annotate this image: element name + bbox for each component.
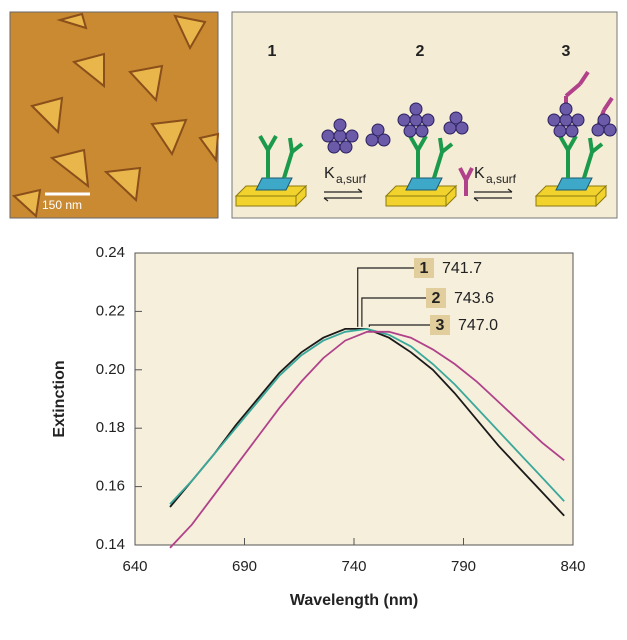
step-label: 1 <box>268 43 277 60</box>
scale-bar-label: 150 nm <box>42 198 82 212</box>
peak-value: 747.0 <box>458 317 498 334</box>
peak-badge <box>426 288 446 308</box>
peak-leader <box>361 297 426 327</box>
x-tick-label: 740 <box>341 558 366 575</box>
step-label: 2 <box>416 43 425 60</box>
x-axis-title: Wavelength (nm) <box>290 592 418 609</box>
peak-number: 1 <box>420 260 429 277</box>
x-tick-label: 640 <box>122 558 147 575</box>
peak-leader <box>357 267 414 327</box>
y-tick-label: 0.18 <box>96 419 125 436</box>
rate-symbol: K <box>324 165 335 182</box>
antibodies <box>258 135 604 179</box>
step-label: 3 <box>562 43 571 60</box>
x-tick-label: 790 <box>451 558 476 575</box>
peak-badge <box>414 258 434 278</box>
afm-image: 150 nm <box>9 11 220 219</box>
line-series <box>169 327 565 505</box>
line-series <box>169 330 565 549</box>
y-tick-label: 0.14 <box>96 536 125 553</box>
y-tick-label: 0.16 <box>96 478 125 495</box>
diagram: 1 2 3 <box>231 11 618 219</box>
y-tick-label: 0.24 <box>96 244 125 261</box>
x-tick-label: 690 <box>232 558 257 575</box>
rate-subscript: a,surf <box>336 172 367 186</box>
rate-subscript: a,surf <box>486 172 517 186</box>
peak-badge <box>430 315 450 335</box>
afm-particles <box>11 12 220 218</box>
y-tick-label: 0.20 <box>96 361 125 378</box>
x-tick-label: 840 <box>560 558 585 575</box>
peak-leader <box>368 324 430 327</box>
peak-number: 3 <box>436 317 445 334</box>
rate-symbol: K <box>474 165 485 182</box>
peak-value: 743.6 <box>454 290 494 307</box>
peak-value: 741.7 <box>442 260 482 277</box>
protein-clusters <box>321 102 617 154</box>
plot-area <box>134 252 574 546</box>
peak-number: 2 <box>432 290 441 307</box>
equilibrium-arrows <box>323 188 513 202</box>
y-tick-label: 0.22 <box>96 302 125 319</box>
substrates <box>234 177 608 208</box>
y-axis-title: Extinction <box>51 360 68 437</box>
